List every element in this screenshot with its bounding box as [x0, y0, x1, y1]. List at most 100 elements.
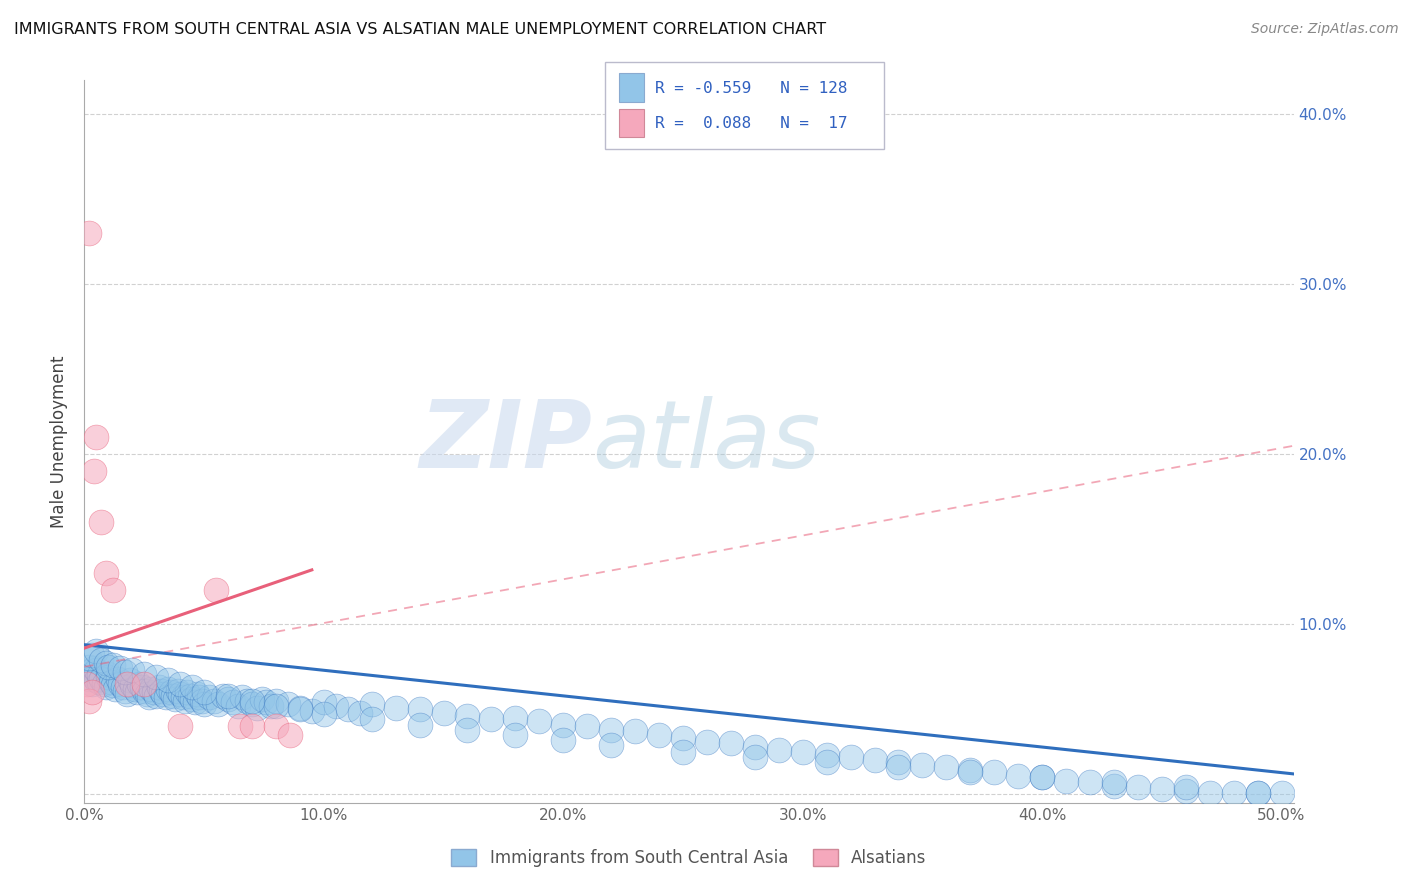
Point: [336, 702, 359, 716]
Point: [1198, 786, 1220, 800]
Point: [86, 430, 108, 444]
Point: [97, 670, 120, 684]
Point: [1246, 786, 1268, 800]
Point: [360, 697, 382, 711]
Point: [193, 685, 215, 699]
Point: [312, 707, 335, 722]
Point: [76, 677, 98, 691]
Point: [193, 697, 215, 711]
Point: [887, 760, 910, 774]
Y-axis label: Male Unemployment: Male Unemployment: [51, 355, 69, 528]
Point: [360, 713, 382, 727]
Point: [624, 724, 647, 739]
Point: [80, 666, 103, 681]
Text: atlas: atlas: [592, 396, 821, 487]
Point: [86, 644, 108, 658]
Point: [672, 745, 695, 759]
Text: IMMIGRANTS FROM SOUTH CENTRAL ASIA VS ALSATIAN MALE UNEMPLOYMENT CORRELATION CHA: IMMIGRANTS FROM SOUTH CENTRAL ASIA VS AL…: [14, 22, 827, 37]
Point: [183, 696, 205, 710]
Point: [142, 685, 165, 699]
Point: [432, 706, 454, 720]
Point: [172, 690, 194, 705]
Point: [935, 760, 957, 774]
Point: [229, 719, 252, 733]
Point: [288, 702, 311, 716]
Point: [80, 648, 103, 662]
Text: R =  0.088   N =  17: R = 0.088 N = 17: [655, 117, 848, 131]
Point: [576, 719, 599, 733]
Point: [254, 696, 277, 710]
Point: [145, 689, 167, 703]
Point: [110, 677, 132, 691]
Point: [94, 566, 117, 581]
Point: [240, 694, 263, 708]
Point: [107, 672, 129, 686]
Point: [138, 690, 160, 705]
Point: [1031, 770, 1053, 784]
Point: [186, 687, 208, 701]
Point: [1126, 780, 1149, 795]
Point: [159, 685, 181, 699]
Point: [863, 753, 886, 767]
Point: [83, 670, 105, 684]
Point: [887, 755, 910, 769]
Point: [134, 666, 156, 681]
Point: [212, 689, 235, 703]
Point: [77, 694, 100, 708]
Point: [1150, 782, 1173, 797]
Point: [190, 694, 212, 708]
Point: [207, 697, 229, 711]
Point: [983, 765, 1005, 780]
Point: [93, 677, 115, 691]
Point: [217, 692, 239, 706]
Point: [768, 743, 790, 757]
Point: [260, 698, 283, 713]
Point: [165, 692, 187, 706]
Point: [94, 680, 117, 694]
Point: [101, 678, 124, 692]
Point: [600, 738, 623, 752]
Point: [240, 697, 263, 711]
Point: [169, 687, 191, 701]
Point: [100, 675, 122, 690]
Point: [131, 680, 153, 694]
Point: [744, 739, 766, 754]
Point: [117, 687, 139, 701]
Point: [134, 677, 156, 691]
Point: [1270, 786, 1292, 800]
Point: [1222, 786, 1244, 800]
Point: [384, 700, 406, 714]
Point: [125, 685, 148, 699]
Point: [312, 696, 335, 710]
Point: [117, 677, 139, 691]
Point: [77, 227, 100, 241]
Point: [149, 683, 172, 698]
Point: [205, 583, 228, 598]
Point: [1102, 775, 1125, 789]
Point: [169, 719, 191, 733]
Point: [505, 711, 527, 725]
Point: [118, 673, 141, 688]
Point: [97, 660, 120, 674]
Point: [157, 673, 180, 688]
Point: [672, 731, 695, 746]
Point: [86, 673, 108, 688]
Point: [101, 658, 124, 673]
Point: [288, 700, 311, 714]
Point: [839, 750, 862, 764]
Point: [815, 755, 838, 769]
Point: [83, 661, 105, 675]
Text: ZIP: ZIP: [419, 395, 592, 488]
Point: [86, 663, 108, 677]
Point: [135, 687, 157, 701]
Point: [1174, 780, 1197, 795]
Point: [162, 689, 184, 703]
Point: [720, 736, 742, 750]
Point: [188, 690, 211, 705]
Point: [236, 694, 259, 708]
Point: [152, 687, 174, 701]
Point: [157, 681, 180, 696]
Point: [222, 696, 245, 710]
Text: R = -0.559   N = 128: R = -0.559 N = 128: [655, 81, 848, 95]
Point: [148, 680, 170, 694]
